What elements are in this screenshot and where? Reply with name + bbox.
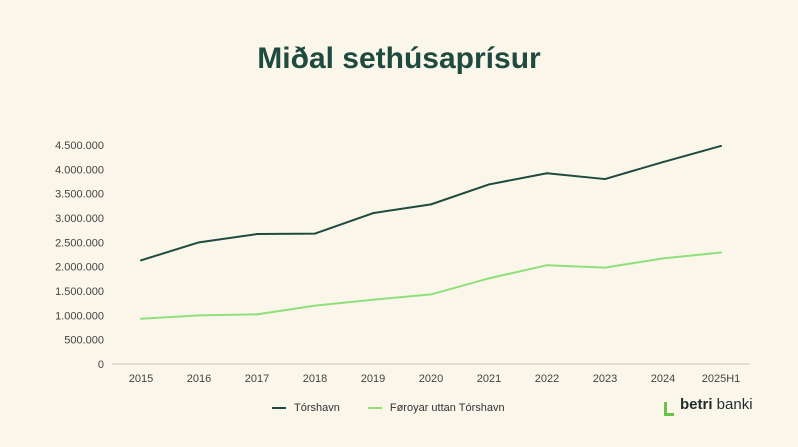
data-point — [198, 241, 200, 244]
logo-mark-icon — [664, 402, 674, 416]
y-tick-label: 4.000.000 — [55, 164, 104, 176]
y-tick-label: 2.000.000 — [55, 262, 104, 274]
x-tick-label: 2020 — [419, 373, 443, 385]
data-point — [314, 304, 316, 307]
x-tick-label: 2019 — [361, 373, 385, 385]
data-point — [198, 314, 200, 317]
x-tick-label: 2018 — [303, 373, 327, 385]
legend-swatch-foroyar — [367, 407, 382, 409]
data-point — [140, 259, 142, 262]
y-tick-label: 1.000.000 — [55, 310, 104, 322]
legend-item-torshavn: Tórshavn — [272, 402, 340, 414]
x-tick-label: 2025H1 — [702, 373, 741, 385]
y-tick-label: 3.000.000 — [55, 213, 104, 225]
data-point — [720, 251, 722, 254]
logo-text-bold: betri — [680, 396, 713, 413]
y-tick-label: 0 — [98, 359, 104, 371]
series-line-torshavn — [140, 145, 722, 262]
y-tick-label: 3.500.000 — [55, 189, 104, 201]
y-tick-label: 500.000 — [64, 335, 104, 347]
x-tick-label: 2017 — [245, 373, 269, 385]
data-point — [372, 212, 374, 215]
betri-banki-logo: betri banki — [664, 396, 753, 416]
x-tick-label: 2016 — [187, 373, 211, 385]
data-point — [604, 266, 606, 269]
legend-item-foroyar: Føroyar uttan Tórshavn — [367, 402, 505, 414]
x-tick-label: 2022 — [535, 373, 559, 385]
data-point — [546, 172, 548, 175]
data-point — [372, 298, 374, 301]
y-tick-label: 1.500.000 — [55, 286, 104, 298]
logo-text-regular: banki — [712, 396, 753, 413]
x-tick-label: 2015 — [129, 373, 153, 385]
chart-legend: Tórshavn Føroyar uttan Tórshavn — [272, 402, 505, 414]
data-point — [314, 232, 316, 235]
legend-label-foroyar: Føroyar uttan Tórshavn — [389, 402, 505, 414]
data-point — [256, 233, 258, 236]
data-point — [604, 178, 606, 181]
data-point — [430, 293, 432, 296]
x-tick-label: 2024 — [651, 373, 675, 385]
y-tick-label: 4.500.000 — [55, 140, 104, 152]
chart-title: Miðal sethúsaprísur — [257, 42, 541, 75]
data-point — [546, 264, 548, 267]
x-tick-label: 2023 — [593, 373, 617, 385]
legend-swatch-torshavn — [272, 407, 286, 409]
data-point — [488, 183, 490, 186]
series-line-foroyar — [140, 251, 722, 320]
legend-label-torshavn: Tórshavn — [294, 402, 340, 414]
data-point — [488, 277, 490, 280]
data-point — [140, 317, 142, 320]
data-point — [662, 161, 664, 164]
data-point — [720, 144, 722, 147]
data-point — [256, 313, 258, 316]
y-tick-label: 2.500.000 — [55, 237, 104, 249]
data-point — [662, 257, 664, 260]
data-point — [430, 203, 432, 206]
x-tick-label: 2021 — [477, 373, 501, 385]
